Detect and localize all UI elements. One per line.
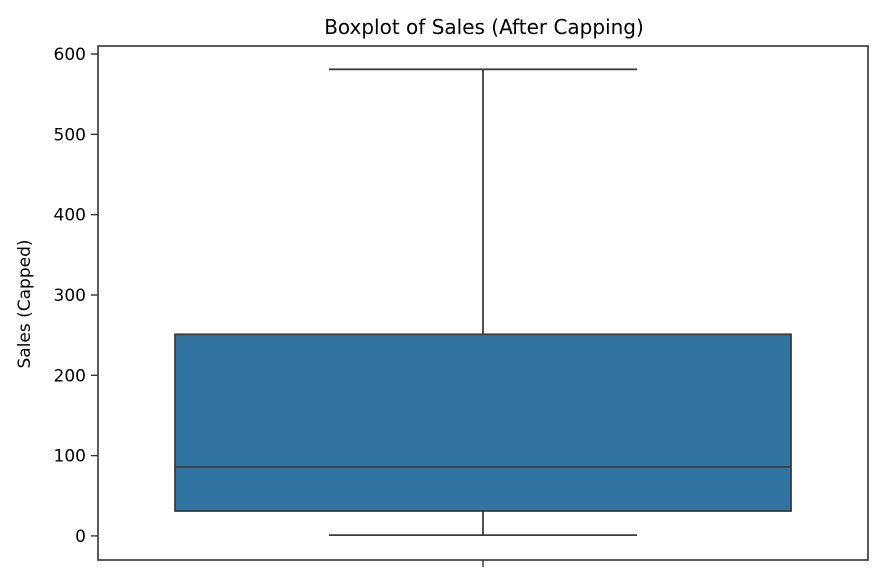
y-tick-label-2: 200 [54, 366, 86, 386]
plot-frame [97, 45, 869, 561]
y-axis-label: Sales (Capped) [15, 239, 35, 368]
y-tick-label-4: 400 [54, 206, 86, 226]
y-tick-label-0: 0 [75, 527, 86, 547]
iqr-box [174, 333, 792, 512]
y-tick-label-3: 300 [54, 286, 86, 306]
y-tick-label-1: 100 [54, 447, 86, 467]
plot-area [174, 68, 792, 537]
y-tick-label-6: 600 [54, 45, 86, 65]
y-tick-label-5: 500 [54, 125, 86, 145]
y-axis-ticks: 0 100 200 300 400 500 600 [54, 45, 98, 547]
chart-title: Boxplot of Sales (After Capping) [324, 15, 644, 39]
